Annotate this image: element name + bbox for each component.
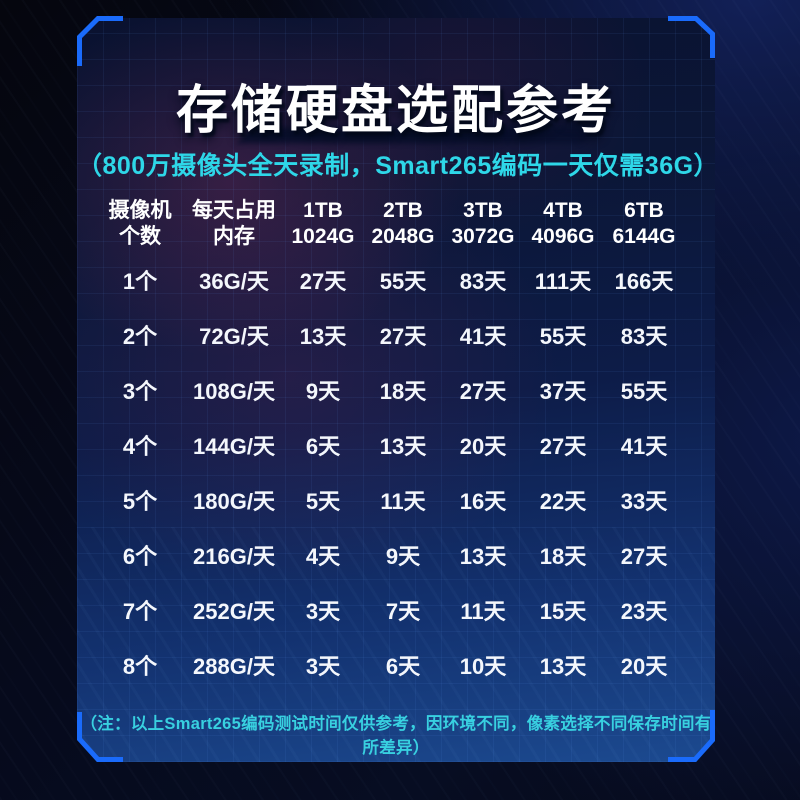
table-cell: 3天: [305, 598, 341, 624]
table-cell: 7个: [122, 598, 158, 624]
column-header-line: 3TB: [463, 199, 503, 222]
table-cell: 4个: [122, 433, 158, 459]
table-cell: 10天: [459, 653, 507, 679]
table-row: 3个 108G/天 9天 18天 27天 37天 55天: [95, 362, 685, 417]
column-header-line: 内存: [213, 225, 255, 248]
column-header-line: 2TB: [383, 199, 423, 222]
table-cell: 144G/天: [193, 433, 275, 459]
table-row: 8个 288G/天 3天 6天 10天 13天 20天: [95, 637, 685, 692]
column-header: 2TB 2048G: [363, 198, 443, 250]
table-cell: 37天: [539, 378, 587, 404]
table-cell: 9天: [385, 543, 421, 569]
table-cell: 27天: [299, 268, 347, 294]
column-header-line: 1024G: [291, 225, 355, 248]
table-cell: 11天: [380, 488, 426, 514]
column-header-line: 6TB: [624, 199, 664, 222]
column-header: 摄像机 个数: [95, 198, 185, 250]
column-header: 1TB 1024G: [283, 198, 363, 250]
table-cell: 5个: [122, 488, 158, 514]
table-cell: 36G/天: [199, 268, 269, 294]
column-header-line: 6144G: [612, 225, 676, 248]
table-row: 1个 36G/天 27天 55天 83天 111天 166天: [95, 252, 685, 307]
table-cell: 55天: [379, 268, 427, 294]
table-cell: 33天: [620, 488, 668, 514]
footnote: （注：以上Smart265编码测试时间仅供参考，因环境不同，像素选择不同保存时间…: [80, 715, 712, 757]
column-header-line: 4TB: [543, 199, 583, 222]
table-cell: 5天: [305, 488, 341, 514]
table-cell: 288G/天: [193, 653, 275, 679]
table-body: 1个 36G/天 27天 55天 83天 111天 166天 2个 72G/天 13天 27天 41天…: [95, 252, 685, 692]
table-cell: 2个: [122, 323, 158, 349]
table-cell: 3天: [305, 653, 341, 679]
table-cell: 27天: [620, 543, 668, 569]
table-cell: 180G/天: [193, 488, 275, 514]
table-cell: 7天: [385, 598, 421, 624]
table-cell: 15天: [539, 598, 587, 624]
table-cell: 18天: [379, 378, 427, 404]
table-cell: 108G/天: [193, 378, 275, 404]
table-cell: 20天: [620, 653, 668, 679]
table-cell: 18天: [539, 543, 587, 569]
column-header-line: 2048G: [371, 225, 435, 248]
table-cell: 55天: [539, 323, 587, 349]
column-header-line: 个数: [119, 225, 161, 248]
table-cell: 16天: [459, 488, 507, 514]
table-row: 6个 216G/天 4天 9天 13天 18天 27天: [95, 527, 685, 582]
column-header: 3TB 3072G: [443, 198, 523, 250]
table-cell: 9天: [305, 378, 341, 404]
table-cell: 13天: [459, 543, 507, 569]
poster-subtitle: （800万摄像头全天录制，Smart265编码一天仅需36G）: [77, 152, 720, 180]
column-header-line: 4096G: [531, 225, 595, 248]
table-cell: 1个: [122, 268, 158, 294]
table-cell: 6天: [305, 433, 341, 459]
table-cell: 20天: [459, 433, 507, 459]
column-header: 4TB 4096G: [523, 198, 603, 250]
table-cell: 4天: [305, 543, 341, 569]
table-cell: 3个: [122, 378, 158, 404]
column-header-line: 每天占用: [192, 199, 276, 222]
table-cell: 41天: [620, 433, 668, 459]
table-row: 4个 144G/天 6天 13天 20天 27天 41天: [95, 417, 685, 472]
storage-reference-table: 摄像机 个数 每天占用 内存 1TB 1024G 2TB 2048G 3TB 3072G 4TB 40…: [95, 196, 685, 692]
content-panel: 存储硬盘选配参考 （800万摄像头全天录制，Smart265编码一天仅需36G）…: [77, 18, 715, 762]
table-cell: 27天: [459, 378, 507, 404]
table-cell: 13天: [379, 433, 427, 459]
table-row: 2个 72G/天 13天 27天 41天 55天 83天: [95, 307, 685, 362]
column-header-line: 1TB: [303, 199, 343, 222]
table-cell: 72G/天: [199, 323, 269, 349]
table-cell: 83天: [620, 323, 668, 349]
poster-title: 存储硬盘选配参考: [175, 82, 616, 140]
table-cell: 6个: [122, 543, 158, 569]
table-cell: 55天: [620, 378, 668, 404]
table-cell: 8个: [122, 653, 158, 679]
table-cell: 166天: [614, 268, 674, 294]
table-cell: 6天: [385, 653, 421, 679]
column-header-line: 摄像机: [108, 199, 172, 222]
table-cell: 13天: [299, 323, 347, 349]
column-header-line: 3072G: [451, 225, 515, 248]
table-row: 5个 180G/天 5天 11天 16天 22天 33天: [95, 472, 685, 527]
table-cell: 41天: [459, 323, 507, 349]
table-cell: 252G/天: [193, 598, 275, 624]
table-cell: 13天: [539, 653, 587, 679]
table-cell: 22天: [539, 488, 587, 514]
column-header: 6TB 6144G: [603, 198, 685, 250]
table-cell: 11天: [460, 598, 506, 624]
table-cell: 83天: [459, 268, 507, 294]
table-header-row: 摄像机 个数 每天占用 内存 1TB 1024G 2TB 2048G 3TB 3072G 4TB 40…: [95, 196, 685, 252]
column-header: 每天占用 内存: [185, 198, 283, 250]
table-cell: 111天: [534, 268, 592, 294]
table-cell: 23天: [620, 598, 668, 624]
table-cell: 216G/天: [193, 543, 275, 569]
table-row: 7个 252G/天 3天 7天 11天 15天 23天: [95, 582, 685, 637]
table-cell: 27天: [539, 433, 587, 459]
table-cell: 27天: [379, 323, 427, 349]
